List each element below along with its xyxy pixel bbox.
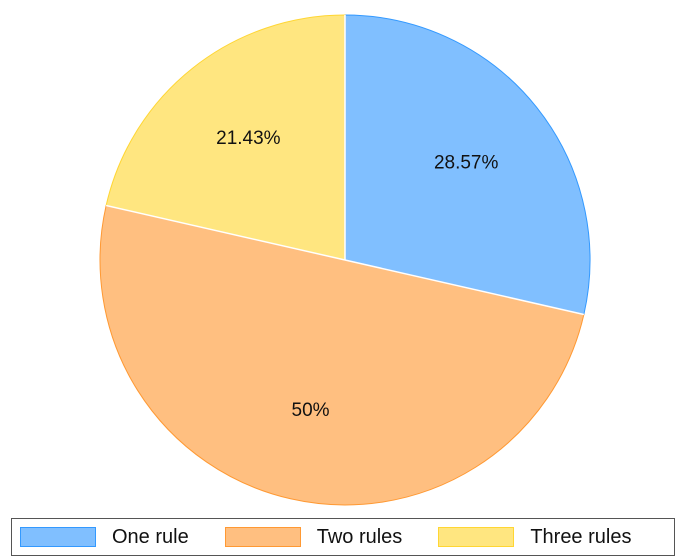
legend-swatch-two-rules bbox=[224, 527, 301, 547]
legend-item-one-rule: One rule bbox=[20, 526, 189, 549]
pie-slice-label-one-rule: 28.57% bbox=[434, 152, 499, 173]
pie-slice-one-rule bbox=[344, 14, 591, 316]
pie-slice-separator bbox=[105, 204, 346, 261]
legend-item-three-rules: Three rules bbox=[438, 526, 631, 549]
pie-slice-separator bbox=[344, 259, 585, 316]
pie-labels: 28.57% 50% 21.43% bbox=[216, 128, 498, 421]
legend-swatch-one-rule bbox=[20, 527, 96, 547]
legend-label-two-rules: Two rules bbox=[316, 525, 403, 548]
pie-slice-two-rules bbox=[99, 204, 585, 506]
legend-label-three-rules: Three rules bbox=[530, 525, 632, 548]
legend: One rule Two rules Three rules bbox=[11, 518, 675, 556]
legend-swatch-three-rules bbox=[438, 527, 515, 547]
pie-chart: 28.57% 50% 21.43% bbox=[99, 14, 591, 506]
pie-slice-three-rules bbox=[105, 14, 346, 261]
pie-slice-label-three-rules: 21.43% bbox=[216, 128, 281, 149]
pie-slices bbox=[99, 14, 591, 506]
pie-slice-label-two-rules: 50% bbox=[292, 400, 330, 421]
legend-label-one-rule: One rule bbox=[112, 525, 189, 548]
legend-item-two-rules: Two rules bbox=[224, 525, 403, 549]
